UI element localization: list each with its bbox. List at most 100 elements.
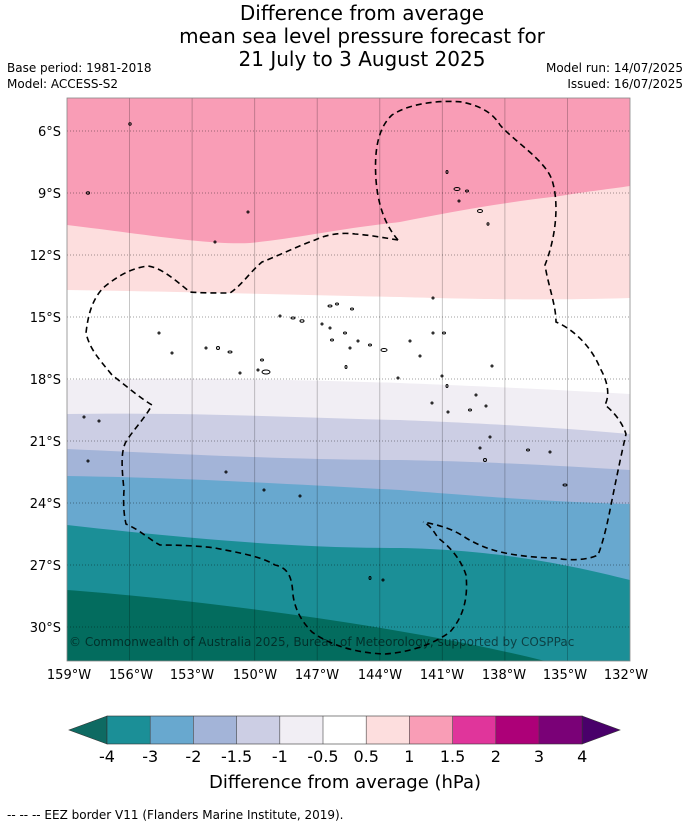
lat-label: 6°S <box>38 125 61 140</box>
island <box>86 459 90 463</box>
island <box>430 401 434 405</box>
island <box>328 326 332 330</box>
island <box>368 576 372 580</box>
title-line-1: Difference from average <box>239 1 485 25</box>
island <box>227 350 233 354</box>
colorbar-segment <box>107 716 151 744</box>
lon-label: 141°W <box>420 668 464 683</box>
colorbar-lower-extension <box>68 715 108 745</box>
lat-label: 15°S <box>30 311 61 326</box>
colorbar-segment <box>193 716 237 744</box>
lat-gridlines <box>67 130 630 628</box>
colorbar-ticks: -4 -3 -2 -1.5 -1 -0.5 0.5 1 1.5 2 3 4 <box>99 747 587 766</box>
island <box>526 448 530 452</box>
colorbar-segment <box>236 716 280 744</box>
lon-label: 132°W <box>604 668 648 683</box>
island <box>396 376 400 380</box>
island <box>418 354 422 358</box>
lon-label: 135°W <box>543 668 587 683</box>
colorbar-segment <box>452 716 496 744</box>
lat-label: 21°S <box>30 435 61 450</box>
island <box>256 368 260 372</box>
island <box>246 210 250 214</box>
colorbar-segment <box>539 716 583 744</box>
island <box>548 450 552 454</box>
colorbar-tick: -3 <box>142 747 158 766</box>
island <box>488 435 492 439</box>
lat-label: 24°S <box>30 497 61 512</box>
island <box>320 322 324 326</box>
colorbar-tick: 3 <box>534 747 544 766</box>
lon-label: 156°W <box>109 668 153 683</box>
base-period: Base period: 1981-2018 <box>7 61 152 75</box>
colorbar-tick: -1 <box>272 747 288 766</box>
island <box>453 187 461 191</box>
island <box>238 371 242 375</box>
island <box>330 338 334 342</box>
island <box>157 331 161 335</box>
island <box>82 415 86 419</box>
island <box>486 222 490 226</box>
colorbar-tick: -2 <box>185 747 201 766</box>
island <box>348 346 352 350</box>
island <box>213 240 217 244</box>
lat-label: 9°S <box>38 187 61 202</box>
colorbar: -4 -3 -2 -1.5 -1 -0.5 0.5 1 1.5 2 3 4 Di… <box>68 715 621 793</box>
island <box>445 384 449 388</box>
lon-label: 153°W <box>170 668 214 683</box>
colorbar-tick: 4 <box>577 747 587 766</box>
island <box>344 365 348 369</box>
island <box>128 122 132 126</box>
colorbar-segment <box>409 716 453 744</box>
band-pink <box>67 98 630 244</box>
island <box>335 302 339 306</box>
island <box>468 408 472 412</box>
colorbar-segment <box>366 716 410 744</box>
island <box>562 483 568 487</box>
island <box>484 404 488 408</box>
lon-label: 144°W <box>358 668 402 683</box>
lat-axis: 6°S 9°S 12°S 15°S 18°S 21°S 24°S 27°S 30… <box>30 125 61 636</box>
colorbar-dividers <box>149 716 540 744</box>
colorbar-upper-extension <box>581 715 621 745</box>
island <box>356 339 360 343</box>
island <box>442 331 446 335</box>
island <box>170 351 174 355</box>
colorbar-segment <box>323 716 367 744</box>
island <box>298 494 302 498</box>
colorbar-tick: 2 <box>491 747 501 766</box>
island <box>261 369 271 375</box>
island <box>343 331 347 335</box>
colorbar-tick: 1.5 <box>440 747 465 766</box>
copyright-notice: © Commonwealth of Australia 2025, Bureau… <box>69 635 574 649</box>
colorbar-segment <box>279 716 323 744</box>
colorbar-outline <box>106 715 583 745</box>
colorbar-tick: -0.5 <box>307 747 338 766</box>
island <box>278 314 282 318</box>
eez-border-east <box>374 100 627 561</box>
island <box>368 343 372 347</box>
island <box>446 410 450 414</box>
island <box>262 488 266 492</box>
island <box>204 346 208 350</box>
title-line-3: 21 July to 3 August 2025 <box>238 47 486 71</box>
lon-label: 138°W <box>482 668 526 683</box>
islands <box>82 122 568 582</box>
colorbar-tick: 1 <box>404 747 414 766</box>
island <box>445 170 449 174</box>
island <box>86 191 90 195</box>
lat-label: 18°S <box>30 373 61 388</box>
colorbar-label: Difference from average (hPa) <box>209 772 481 793</box>
lon-label: 147°W <box>295 668 339 683</box>
colorbar-tick: -4 <box>99 747 115 766</box>
eez-borders <box>85 100 627 655</box>
island <box>477 209 483 213</box>
island <box>440 374 444 378</box>
model-info: Base period: 1981-2018 Model: ACCESS-S2 <box>7 60 152 92</box>
lat-label: 27°S <box>30 559 61 574</box>
island <box>216 346 220 350</box>
island <box>457 199 461 203</box>
run-info: Model run: 14/07/2025 Issued: 16/07/2025 <box>546 60 683 92</box>
island <box>381 578 385 582</box>
eez-footnote: -- -- -- EEZ border V11 (Flanders Marine… <box>7 808 344 822</box>
